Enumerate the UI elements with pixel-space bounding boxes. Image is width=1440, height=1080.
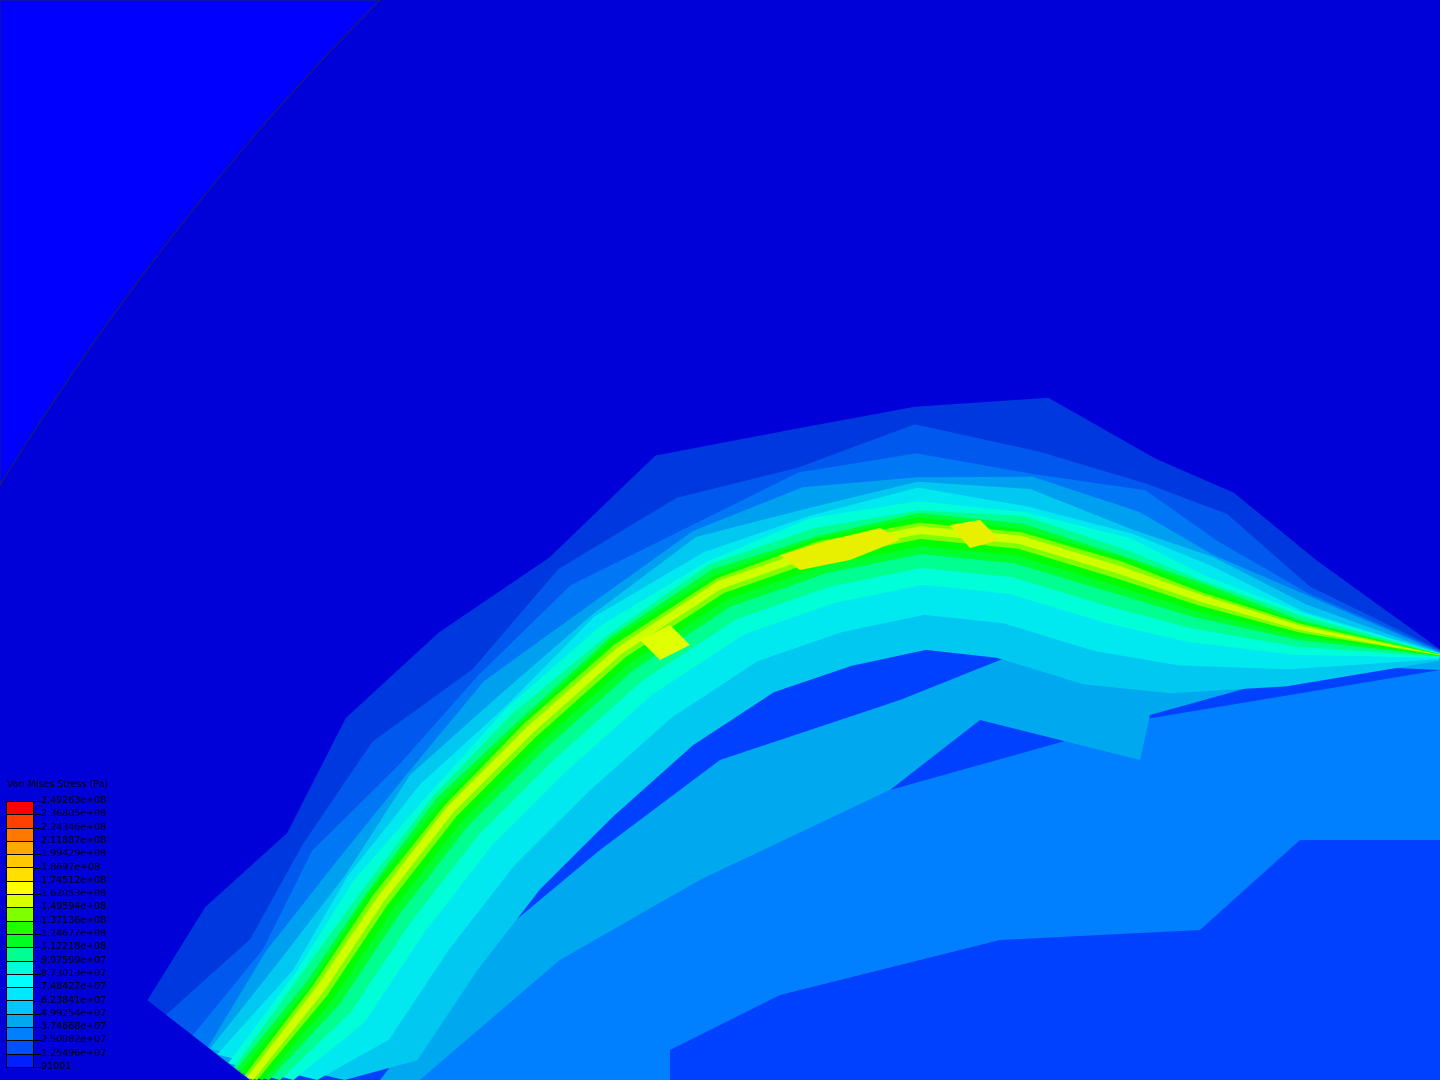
peak-stress-region xyxy=(640,625,690,660)
legend-label-text: 1.24677e+08 xyxy=(41,928,107,939)
legend-label: 7.48427e+07 xyxy=(33,981,106,993)
legend-label-text: 4.99254e+07 xyxy=(41,1007,107,1019)
peak-stress-region xyxy=(950,520,1000,548)
legend-swatch xyxy=(7,880,33,895)
legend-swatch xyxy=(7,867,33,881)
legend-label: 1.25496e+07 xyxy=(33,1048,106,1060)
legend-label: 91001 xyxy=(33,1061,71,1073)
legend-swatch xyxy=(7,1040,33,1054)
legend-swatch xyxy=(7,1013,33,1028)
legend-label-text: 2.50082e+07 xyxy=(41,1034,107,1046)
legend-swatch xyxy=(7,840,33,855)
legend-swatch xyxy=(7,854,33,868)
legend-label-text: 9.97599e+07 xyxy=(41,954,107,966)
legend-label: 1.37136e+08 xyxy=(33,915,106,927)
legend-label: 4.99254e+07 xyxy=(33,1008,106,1020)
legend-label-text: 1.49594e+08 xyxy=(41,901,107,913)
stress-band xyxy=(217,487,1440,1080)
legend-label: 2.50082e+07 xyxy=(33,1034,106,1046)
legend-label: 1.74512e+08 xyxy=(33,875,106,887)
legend-label-text: 1.62053e+08 xyxy=(41,888,107,900)
legend-title: Von Mises Stress (Pa) xyxy=(7,779,108,790)
legend-swatch xyxy=(7,920,33,934)
legend-label-text: 1.25496e+07 xyxy=(41,1047,107,1059)
legend-label: 1.62053e+08 xyxy=(33,888,106,900)
legend-swatch xyxy=(7,933,33,948)
legend-label: 2.11887e+08 xyxy=(33,835,106,847)
legend-label: 1.8697e+08 xyxy=(33,862,100,874)
legend-swatch xyxy=(7,827,33,841)
stress-legend: Von Mises Stress (Pa) 2.49263e+08 2.36805… xyxy=(6,779,108,1072)
legend-label-text: 3.74668e+07 xyxy=(41,1021,107,1033)
legend-swatch xyxy=(7,1027,33,1041)
legend-label: 1.99429e+08 xyxy=(33,848,106,860)
legend-label-text: 7.48427e+07 xyxy=(41,981,107,993)
legend-label-text: 6.23841e+07 xyxy=(41,994,107,1006)
legend-label: 1.24677e+08 xyxy=(33,928,106,940)
legend-label: 2.36805e+08 xyxy=(33,808,106,820)
legend-label-text: 1.37136e+08 xyxy=(41,914,107,926)
legend-swatch xyxy=(7,907,33,921)
contour-bands xyxy=(147,397,1440,1080)
legend-label-text: 2.36805e+08 xyxy=(41,808,107,820)
legend-label-text: 2.11887e+08 xyxy=(41,834,107,846)
legend-label-text: 91001 xyxy=(41,1061,72,1072)
legend-label: 2.49263e+08 xyxy=(33,795,106,807)
legend-label-text: 2.24346e+08 xyxy=(41,821,107,833)
legend-swatch xyxy=(7,894,33,908)
outer-part-region xyxy=(0,0,381,486)
peak-stress-region xyxy=(780,528,900,570)
legend-label: 3.74668e+07 xyxy=(33,1021,106,1033)
legend-label-text: 1.74512e+08 xyxy=(41,874,107,886)
legend-swatch xyxy=(7,814,33,828)
legend-label: 2.24346e+08 xyxy=(33,822,106,834)
legend-label-text: 8.73013e+07 xyxy=(41,967,107,979)
legend-label-text: 2.49263e+08 xyxy=(41,795,107,806)
legend-swatch xyxy=(7,973,33,988)
legend-label-text: 1.12218e+08 xyxy=(41,941,107,953)
legend-label-text: 1.99429e+08 xyxy=(41,848,107,860)
legend-label: 8.73013e+07 xyxy=(33,968,106,980)
legend-label: 6.23841e+07 xyxy=(33,995,106,1007)
legend-swatch xyxy=(7,960,33,974)
legend-label: 9.97599e+07 xyxy=(33,955,106,967)
legend-swatch xyxy=(7,947,33,961)
legend-label: 1.49594e+08 xyxy=(33,901,106,913)
legend-color-bar xyxy=(6,801,34,1068)
legend-swatch xyxy=(7,1000,33,1014)
legend-swatch xyxy=(7,1053,33,1067)
legend-label: 1.12218e+08 xyxy=(33,941,106,953)
body-region-mid xyxy=(420,670,1440,1080)
legend-label-text: 1.8697e+08 xyxy=(41,861,101,873)
legend-swatch xyxy=(7,987,33,1001)
stress-band xyxy=(240,516,1440,1080)
legend-swatch xyxy=(7,801,33,815)
